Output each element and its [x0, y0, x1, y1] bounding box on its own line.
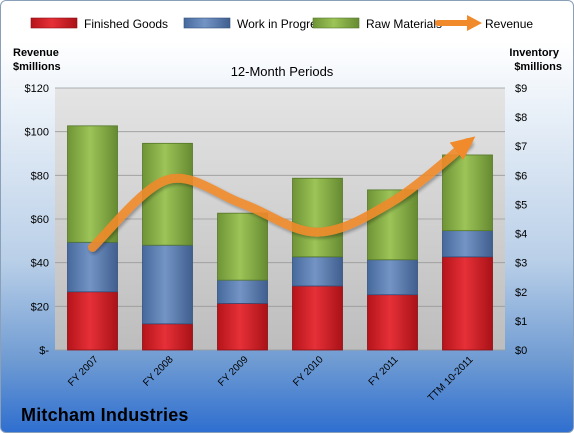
company-name: Mitcham Industries	[21, 405, 189, 425]
bar-finished-goods	[67, 291, 118, 351]
x-axis-labels: FY 2007 FY 2008 FY 2009 FY 2010 FY 2011 TTM 1…	[66, 354, 476, 401]
right-tick-label: $4	[515, 229, 527, 241]
bar-finished-goods	[217, 303, 268, 351]
right-tick-label: $3	[515, 258, 527, 270]
bar-work-in-progress	[292, 256, 343, 287]
right-axis-title-line1: Inventory	[509, 47, 559, 59]
legend-label-finished-goods: Finished Goods	[84, 17, 168, 31]
bar-finished-goods	[142, 323, 193, 351]
bar-work-in-progress	[442, 230, 493, 258]
legend: Finished Goods Work in Progress Raw Mate…	[30, 15, 533, 31]
left-tick-label: $60	[31, 214, 49, 226]
left-tick-label: $100	[25, 127, 49, 139]
right-tick-label: $9	[515, 83, 527, 95]
bar-work-in-progress	[367, 259, 418, 296]
right-tick-label: $0	[515, 345, 527, 357]
x-tick-label: FY 2010	[291, 354, 326, 389]
legend-item-revenue: Revenue	[435, 15, 533, 31]
right-axis-title-line2: $millions	[514, 61, 562, 73]
right-tick-label: $5	[515, 199, 527, 211]
right-tick-label: $1	[515, 316, 527, 328]
legend-swatch-revenue-arrowhead	[467, 15, 482, 31]
legend-label-work-in-progress: Work in Progress	[237, 17, 329, 31]
left-tick-label: $120	[25, 83, 49, 95]
left-tick-label: $80	[31, 170, 49, 182]
left-tick-label: $20	[31, 301, 49, 313]
bar-raw-materials	[217, 212, 268, 281]
legend-item-finished-goods: Finished Goods	[30, 17, 168, 31]
bar-raw-materials	[367, 189, 418, 261]
legend-item-work-in-progress: Work in Progress	[183, 17, 329, 31]
chart: $-$20$40$60$80$100$120 $0$1$2$3$4$5$6$7$…	[13, 15, 562, 401]
legend-swatch-work-in-progress	[183, 17, 231, 29]
legend-item-raw-materials: Raw Materials	[312, 17, 442, 31]
left-axis-title-line1: Revenue	[13, 47, 59, 59]
revenue-arrowhead	[449, 136, 476, 160]
bar-work-in-progress	[142, 244, 193, 325]
bar-raw-materials	[442, 154, 493, 232]
right-axis-title: Inventory $millions	[509, 47, 562, 73]
x-tick-label: FY 2007	[66, 354, 101, 389]
legend-label-raw-materials: Raw Materials	[366, 17, 442, 31]
x-tick-label: FY 2011	[367, 354, 401, 388]
legend-swatch-raw-materials	[312, 17, 360, 29]
left-axis-title-line2: $millions	[13, 61, 61, 73]
right-tick-label: $6	[515, 170, 527, 182]
bar-finished-goods	[367, 294, 418, 351]
left-tick-label: $40	[31, 258, 49, 270]
x-tick-label: TTM 10-2011	[426, 354, 476, 401]
revenue-line	[88, 136, 476, 252]
bar-finished-goods	[442, 256, 493, 351]
revenue-line-path	[88, 138, 472, 252]
legend-label-revenue: Revenue	[485, 17, 533, 31]
left-axis-ticks: $- $20 $40 $60 $80 $100 $120	[25, 83, 50, 357]
legend-swatch-finished-goods	[30, 17, 78, 29]
right-tick-label: $2	[515, 287, 527, 299]
bar-raw-materials	[292, 177, 343, 258]
bar-finished-goods	[292, 285, 343, 351]
right-tick-label: $8	[515, 112, 527, 124]
chart-subtitle: 12-Month Periods	[231, 64, 334, 79]
left-axis-title: Revenue $millions	[13, 47, 62, 73]
bar-work-in-progress	[217, 279, 268, 304]
left-tick-label: $-	[39, 345, 49, 357]
gridlines	[55, 87, 505, 351]
right-tick-label: $7	[515, 141, 527, 153]
right-axis-ticks: $0 $1 $2 $3 $4 $5 $6 $7 $8 $9	[515, 83, 527, 357]
x-tick-label: FY 2008	[141, 354, 176, 389]
x-tick-label: FY 2009	[216, 354, 251, 389]
